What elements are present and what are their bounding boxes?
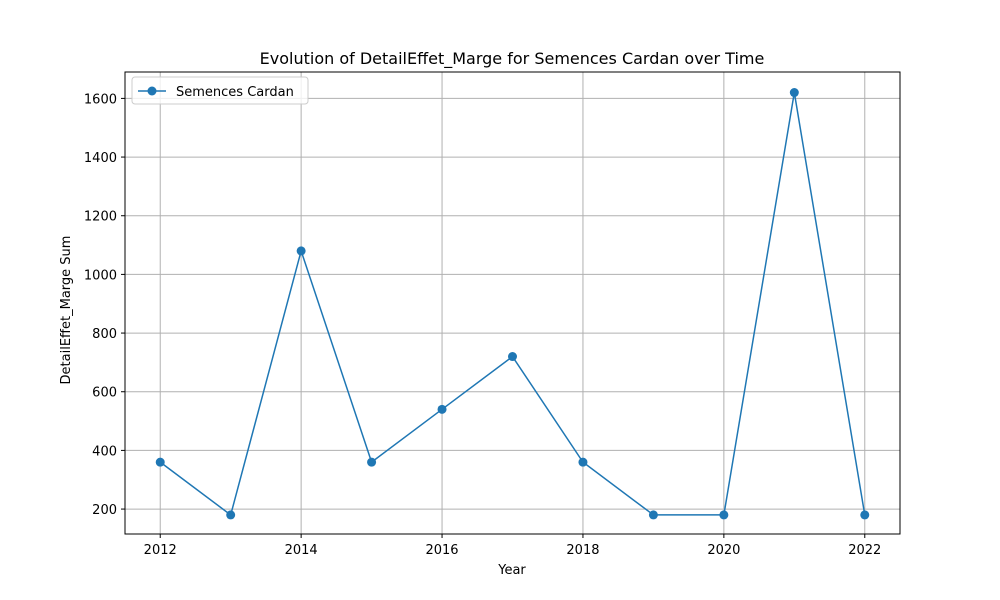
legend: Semences Cardan	[131, 76, 309, 105]
data-point	[789, 88, 799, 98]
data-point	[437, 404, 447, 414]
series-layer	[155, 88, 870, 520]
legend-marker-sample	[147, 86, 157, 96]
y-tick-label: 1400	[84, 151, 117, 166]
axes-layer: 2012 2014 2016 2018 2020 2022 200 400 600 800 1000…	[84, 71, 901, 558]
data-point	[367, 457, 377, 467]
data-point	[719, 510, 729, 520]
series-line	[159, 92, 866, 517]
data-point	[155, 457, 165, 467]
x-tick-label: 2014	[285, 543, 318, 558]
x-tick-label: 2018	[566, 543, 599, 558]
x-axis-label: Year	[497, 563, 526, 578]
x-tick-label: 2012	[144, 543, 177, 558]
x-tick-label: 2020	[707, 543, 740, 558]
legend-entry-label: Semences Cardan	[176, 85, 294, 100]
y-tick-label: 200	[92, 503, 117, 518]
chart-title: Evolution of DetailEffet_Marge for Semen…	[260, 49, 765, 69]
y-axis-label: DetailEffet_Marge Sum	[59, 236, 74, 385]
y-tick-label: 400	[92, 444, 117, 459]
y-tick-label: 1600	[84, 92, 117, 107]
y-tick-label: 1200	[84, 210, 117, 225]
x-tick-label: 2022	[848, 543, 881, 558]
legend-box	[131, 76, 309, 105]
data-point	[648, 510, 658, 520]
y-tick-label: 800	[92, 327, 117, 342]
data-point	[226, 510, 236, 520]
x-tick-label: 2016	[425, 543, 458, 558]
data-point	[296, 246, 306, 256]
data-point	[860, 510, 870, 520]
plot-frame	[124, 71, 901, 535]
data-point	[508, 352, 517, 362]
data-point	[578, 457, 588, 467]
y-tick-label: 600	[92, 386, 117, 401]
y-tick-label: 1000	[84, 268, 117, 283]
grid-layer	[125, 72, 900, 534]
